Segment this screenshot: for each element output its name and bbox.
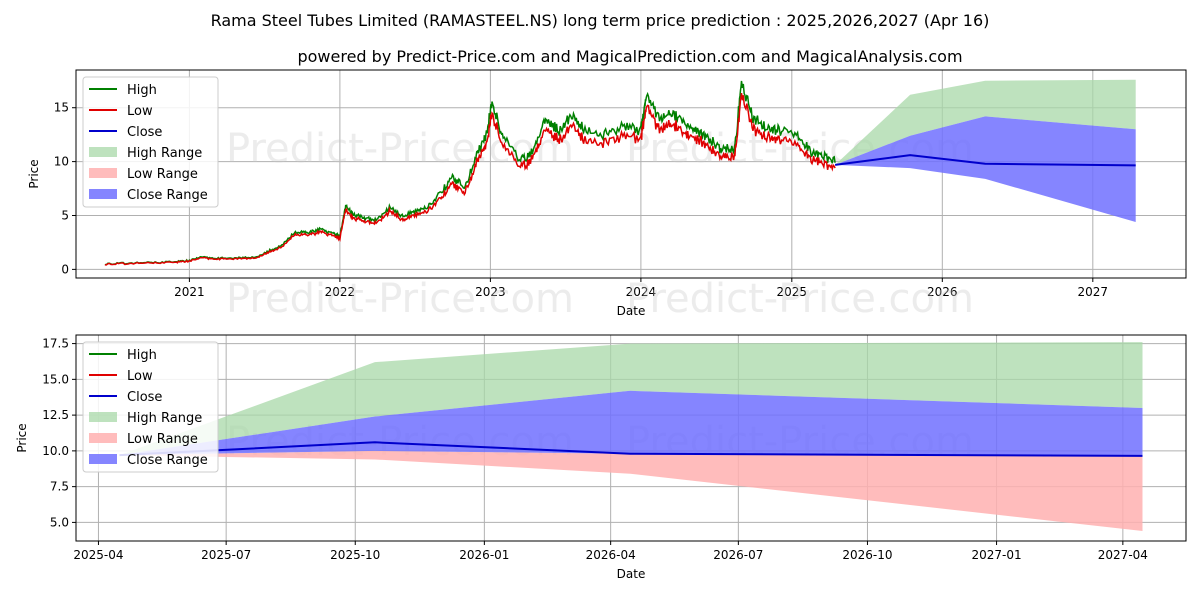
x-tick-label: 2022 (325, 285, 356, 299)
legend-swatch (89, 454, 117, 464)
y-tick-label: 15 (54, 101, 69, 115)
x-tick-label: 2026 (927, 285, 958, 299)
x-tick-label: 2027-01 (971, 548, 1021, 562)
x-tick-label: 2027 (1078, 285, 1109, 299)
legend-swatch (89, 189, 117, 199)
y-tick-label: 10 (54, 155, 69, 169)
x-axis-label: Date (617, 304, 646, 318)
high-range-area (119, 342, 1143, 456)
x-tick-label: 2025-07 (201, 548, 251, 562)
x-tick-label: 2021 (174, 285, 205, 299)
close-series-line (119, 441, 1143, 457)
x-tick-label: 2025-04 (73, 548, 123, 562)
legend-label: Close Range (127, 453, 208, 468)
x-tick-label: 2024 (626, 285, 657, 299)
y-tick-label: 10.0 (42, 444, 69, 458)
y-axis-label: Price (27, 159, 41, 188)
x-tick-label: 2026-10 (842, 548, 892, 562)
watermark: Predict-Price.com (226, 126, 574, 172)
chart-title: Rama Steel Tubes Limited (RAMASTEEL.NS) … (211, 11, 990, 30)
x-tick-label: 2025-10 (330, 548, 380, 562)
plot-frame (75, 69, 1187, 279)
legend-label: Close (127, 125, 162, 140)
legend-swatch (89, 412, 117, 422)
close-series-line (834, 154, 1136, 167)
x-tick-label: 2026-04 (586, 548, 636, 562)
y-tick-label: 15.0 (42, 372, 69, 386)
legend-label: Low (127, 369, 153, 384)
top-panel: 2021 2022 2023 2024 2025 2026 2027 0 5 10 15 Predic… (27, 69, 1187, 322)
legend-label: High Range (127, 411, 202, 426)
legend-label: High Range (127, 146, 202, 161)
y-tick-label: 5 (61, 208, 69, 222)
x-tick-label: 2023 (475, 285, 506, 299)
x-tick-label: 2027-04 (1098, 548, 1148, 562)
legend-label: Low Range (127, 432, 198, 447)
x-axis-label: Date (617, 567, 646, 581)
close-range-area (835, 116, 1136, 222)
legend-swatch (89, 147, 117, 157)
legend-label: Low Range (127, 167, 198, 182)
close-range-area (119, 390, 1143, 456)
chart-subtitle: powered by Predict-Price.com and Magical… (297, 47, 962, 66)
x-tick-label: 2026-07 (713, 548, 763, 562)
bottom-panel: 2025-04 2025-07 2025-10 2026-01 2026-04 2026-… (15, 334, 1187, 581)
plot-frame (75, 334, 1187, 542)
y-tick-label: 0 (61, 262, 69, 276)
legend-label: Close (127, 390, 162, 405)
y-tick-label: 12.5 (42, 408, 69, 422)
y-axis-label: Price (15, 423, 29, 452)
y-tick-label: 17.5 (42, 337, 69, 351)
legend-label: High (127, 348, 157, 363)
legend-label: Close Range (127, 188, 208, 203)
watermark: Predict-Price.com (626, 276, 974, 322)
x-tick-label: 2026-01 (459, 548, 509, 562)
y-tick-label: 7.5 (50, 480, 69, 494)
legend-swatch (89, 168, 117, 178)
watermark: Predict-Price.com (226, 276, 574, 322)
x-tick-label: 2025 (777, 285, 808, 299)
legend-label: High (127, 83, 157, 98)
y-tick-label: 5.0 (50, 515, 69, 529)
low-series-line (104, 93, 836, 266)
legend-swatch (89, 433, 117, 443)
legend-label: Low (127, 104, 153, 119)
high-range-area (835, 79, 1136, 165)
low-range-area (119, 450, 1143, 531)
